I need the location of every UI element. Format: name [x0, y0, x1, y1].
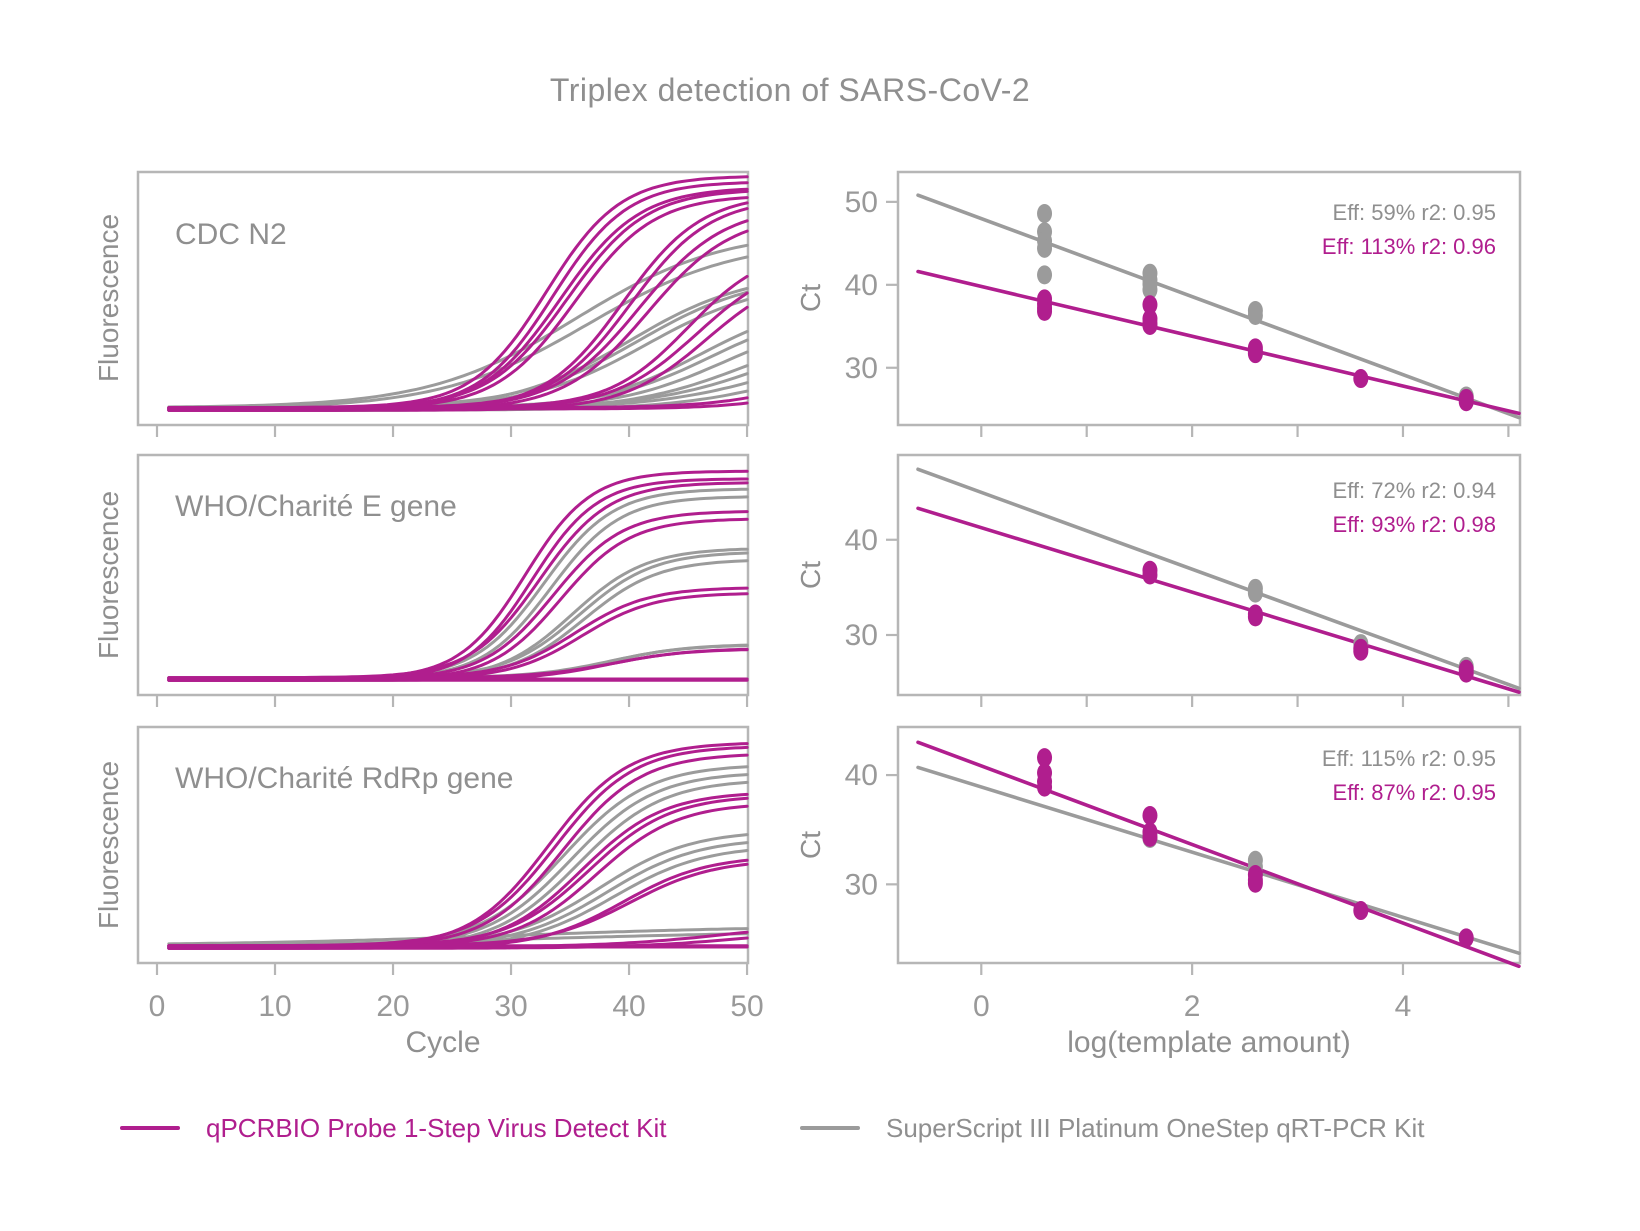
efficiency-annotation-cdc-n2: Eff: 59% r2: 0.95 Eff: 113% r2: 0.96 — [980, 196, 1496, 264]
eff-superscript-n2: Eff: 59% r2: 0.95 — [1332, 200, 1496, 225]
legend-item-superscript: SuperScript III Platinum OneStep qRT-PCR… — [800, 1106, 1425, 1150]
svg-text:0: 0 — [973, 990, 990, 1023]
svg-text:40: 40 — [845, 524, 878, 557]
svg-text:30: 30 — [845, 352, 878, 385]
svg-text:4: 4 — [1395, 990, 1412, 1023]
efficiency-annotation-rdrp-gene: Eff: 115% r2: 0.95 Eff: 87% r2: 0.95 — [980, 742, 1496, 810]
svg-text:20: 20 — [376, 990, 409, 1023]
amplification-plot-rdrp-gene: 0 10 20 30 40 50 — [136, 725, 764, 1023]
svg-text:10: 10 — [258, 990, 291, 1023]
svg-text:2: 2 — [1184, 990, 1201, 1023]
svg-text:50: 50 — [730, 990, 763, 1023]
y-axis-label-fluorescence-1: Fluorescence — [93, 213, 124, 383]
panel-label-rdrp-gene: WHO/Charité RdRp gene — [175, 762, 514, 795]
legend-label-qpcrbio: qPCRBIO Probe 1-Step Virus Detect Kit — [206, 1112, 667, 1143]
eff-qpcrbio-n2: Eff: 113% r2: 0.96 — [1321, 234, 1496, 259]
panel-label-e-gene: WHO/Charité E gene — [175, 490, 457, 523]
amplification-plot-cdc-n2 — [136, 170, 750, 437]
x-axis-label-cycle: Cycle — [405, 1026, 481, 1059]
standard-curve-rdrp-gene: 0 2 4 30 40 — [845, 725, 1522, 1023]
svg-text:40: 40 — [845, 269, 878, 302]
y-axis-label-ct-2: Ct — [795, 561, 826, 589]
svg-text:40: 40 — [612, 990, 645, 1023]
amplification-plot-e-gene — [136, 453, 750, 707]
svg-text:30: 30 — [845, 619, 878, 652]
svg-text:30: 30 — [494, 990, 527, 1023]
panel-label-cdc-n2: CDC N2 — [175, 218, 287, 251]
standard-curve-cdc-n2: 30 40 50 — [845, 170, 1522, 437]
svg-text:30: 30 — [845, 868, 878, 901]
eff-qpcrbio-rdrp: Eff: 87% r2: 0.95 — [1332, 780, 1496, 805]
eff-superscript-rdrp: Eff: 115% r2: 0.95 — [1321, 746, 1496, 771]
standard-curve-e-gene: 30 40 — [845, 453, 1522, 707]
eff-superscript-e: Eff: 72% r2: 0.94 — [1332, 478, 1496, 503]
qpcrbio-line-swatch — [120, 1126, 180, 1130]
y-axis-label-fluorescence-2: Fluorescence — [93, 490, 124, 660]
x-axis-label-log-template: log(template amount) — [1067, 1026, 1351, 1059]
svg-text:40: 40 — [845, 759, 878, 792]
svg-text:0: 0 — [149, 990, 166, 1023]
eff-qpcrbio-e: Eff: 93% r2: 0.98 — [1332, 512, 1496, 537]
svg-text:50: 50 — [845, 186, 878, 219]
superscript-line-swatch — [800, 1126, 860, 1130]
legend-item-qpcrbio: qPCRBIO Probe 1-Step Virus Detect Kit — [120, 1106, 667, 1150]
y-axis-label-fluorescence-3: Fluorescence — [93, 760, 124, 930]
figure-title: Triplex detection of SARS-CoV-2 — [549, 72, 1031, 108]
y-axis-label-ct-1: Ct — [795, 284, 826, 312]
legend-label-superscript: SuperScript III Platinum OneStep qRT-PCR… — [886, 1112, 1425, 1143]
efficiency-annotation-e-gene: Eff: 72% r2: 0.94 Eff: 93% r2: 0.98 — [980, 474, 1496, 542]
y-axis-label-ct-3: Ct — [795, 831, 826, 859]
